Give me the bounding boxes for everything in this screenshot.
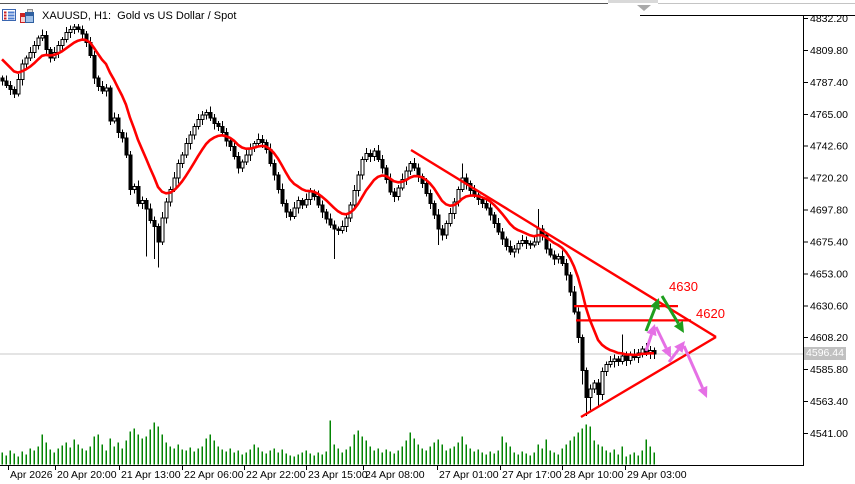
svg-text:4787.40: 4787.40 xyxy=(810,77,848,89)
volume-series xyxy=(1,420,656,465)
ascending-trendline[interactable] xyxy=(580,335,717,419)
svg-text:4720.20: 4720.20 xyxy=(810,173,848,185)
chart-header: XAUUSD, H1: Gold vs US Dollar / Spot xyxy=(2,8,236,24)
svg-text:4809.80: 4809.80 xyxy=(810,45,848,57)
svg-text:27 Apr 01:00: 27 Apr 01:00 xyxy=(439,469,499,481)
svg-text:4675.40: 4675.40 xyxy=(810,236,848,248)
magenta-arrow-up-1[interactable] xyxy=(644,324,657,352)
svg-text:21 Apr 13:00: 21 Apr 13:00 xyxy=(121,469,181,481)
svg-text:4563.40: 4563.40 xyxy=(810,396,848,408)
green-arrow-down-1[interactable] xyxy=(660,295,684,333)
moving-average-line xyxy=(1,38,655,357)
svg-text:4630.60: 4630.60 xyxy=(810,300,848,312)
svg-text:4585.80: 4585.80 xyxy=(810,364,848,376)
svg-text:22 Apr 06:00: 22 Apr 06:00 xyxy=(184,469,244,481)
green-arrow-up-1[interactable] xyxy=(644,298,660,332)
chart-frame xyxy=(0,3,855,466)
price-label-4620[interactable]: 4620 xyxy=(696,306,725,321)
price-axis[interactable]: 4832.20 4809.80 4787.40 4765.00 4742.60 4720.… xyxy=(803,13,848,440)
chart-profile-icon[interactable] xyxy=(19,8,35,24)
svg-text:4832.20: 4832.20 xyxy=(810,13,848,25)
svg-text:4697.80: 4697.80 xyxy=(810,205,848,217)
magenta-arrow-up-2[interactable] xyxy=(667,341,685,363)
magenta-arrow-down-1[interactable] xyxy=(654,326,671,358)
descending-trendline[interactable] xyxy=(410,148,717,339)
svg-text:22 Apr 22:00: 22 Apr 22:00 xyxy=(246,469,306,481)
svg-text:28 Apr 10:00: 28 Apr 10:00 xyxy=(564,469,624,481)
current-price-badge: 4596.44 xyxy=(804,347,846,361)
svg-text:4653.00: 4653.00 xyxy=(810,268,848,280)
svg-text:Apr 2026: Apr 2026 xyxy=(10,469,53,481)
chart-shift-marker[interactable] xyxy=(637,5,651,11)
chart-title: XAUUSD, H1: Gold vs US Dollar / Spot xyxy=(42,10,237,22)
svg-text:4765.00: 4765.00 xyxy=(810,109,848,121)
svg-text:4742.60: 4742.60 xyxy=(810,141,848,153)
svg-text:4541.00: 4541.00 xyxy=(810,428,848,440)
candles-series xyxy=(0,23,657,416)
time-axis[interactable]: Apr 2026 20 Apr 20:00 21 Apr 13:00 22 Apr 0… xyxy=(8,466,687,481)
svg-text:24 Apr 08:00: 24 Apr 08:00 xyxy=(365,469,425,481)
scroll-strip[interactable] xyxy=(608,0,658,3)
quotes-list-icon[interactable] xyxy=(2,8,16,22)
svg-text:27 Apr 17:00: 27 Apr 17:00 xyxy=(502,469,562,481)
svg-text:23 Apr 15:00: 23 Apr 15:00 xyxy=(308,469,368,481)
svg-text:29 Apr 03:00: 29 Apr 03:00 xyxy=(627,469,687,481)
svg-text:4608.20: 4608.20 xyxy=(810,332,848,344)
price-label-4630[interactable]: 4630 xyxy=(669,279,698,294)
magenta-arrow-down-2[interactable] xyxy=(682,345,708,398)
svg-text:20 Apr 20:00: 20 Apr 20:00 xyxy=(57,469,117,481)
